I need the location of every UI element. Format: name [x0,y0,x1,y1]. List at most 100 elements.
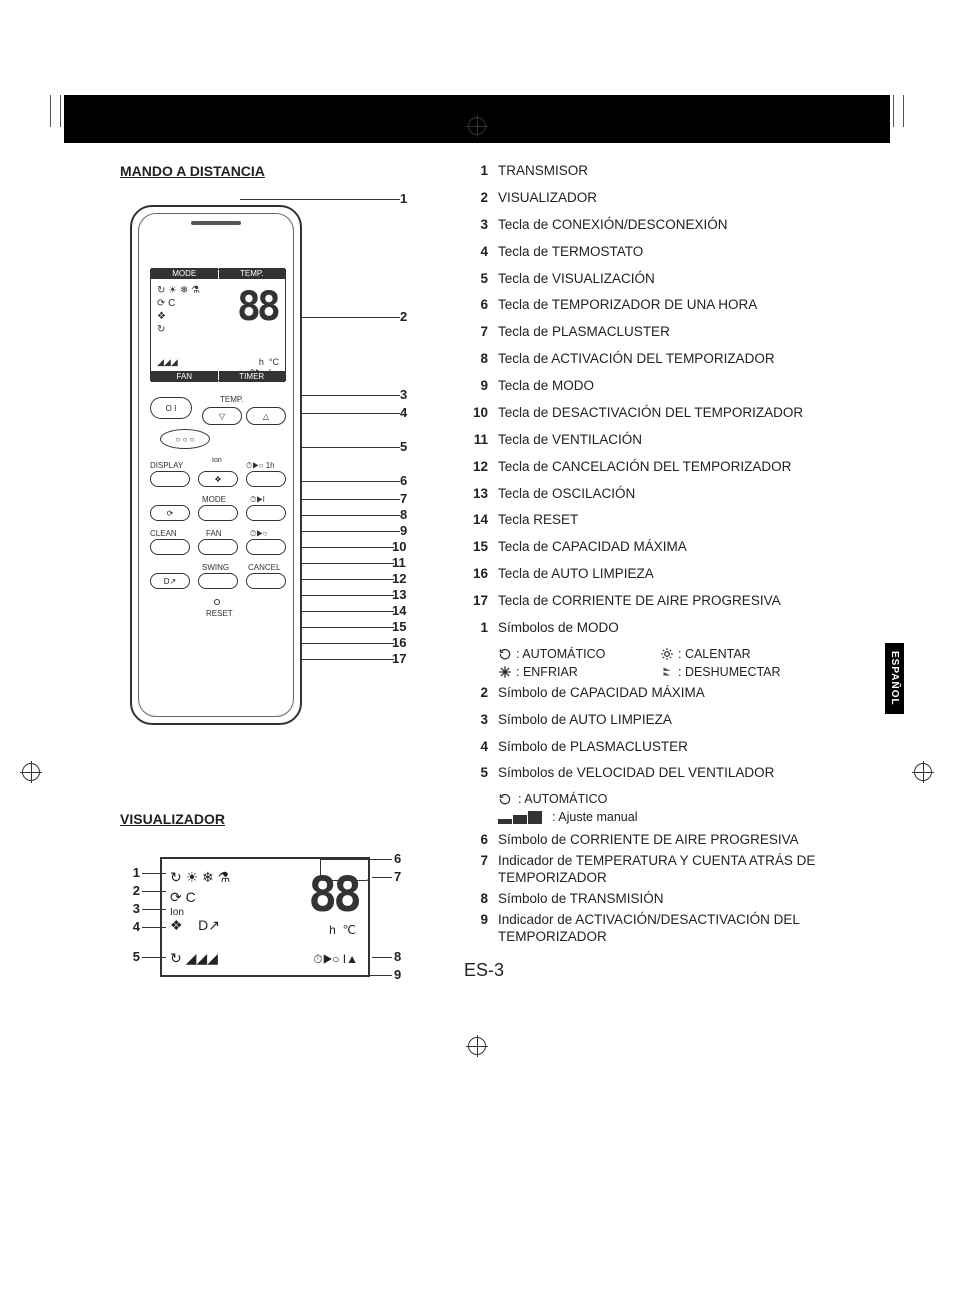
power-button: O I [150,397,192,419]
full-power-button: ○ ○ ○ [160,429,210,449]
callout-12: 12 [392,571,406,586]
legend-item: 15Tecla de CAPACIDAD MÁXIMA [464,539,890,556]
fan-button [198,539,238,555]
legend-item: 6Tecla de TEMPORIZADOR DE UNA HORA [464,297,890,314]
remote-diagram: 1 2 3 4 5 6 7 8 9 10 11 12 13 [120,191,410,781]
callout-13: 13 [392,587,406,602]
fan-auto-symbol: : AUTOMÁTICO [498,792,890,806]
ion-label: Ion [212,457,222,464]
cool-icon [498,665,512,679]
registration-mark-icon [22,763,40,781]
dry-icon [660,665,674,679]
display-diagram: 1 2 3 4 5 6 7 8 9 ↻ ☀ ❄ ⚗ ⟳ C Ion ❖ D↗ [120,847,410,1047]
display-legend-list: 1Símbolos de MODO [464,620,890,637]
legend-item: 7Indicador de TEMPERATURA Y CUENTA ATRÁS… [464,853,890,887]
mode-button [198,505,238,521]
fan-manual-symbol: : Ajuste manual [498,810,890,824]
registration-mark-icon [914,763,932,781]
legend-item: 1TRANSMISOR [464,163,890,180]
lcd-digits: 88 [237,284,277,330]
lcd-display: MODETEMP. ↻ ☀ ❄ ⚗⟳ C❖↻ 88 ◢◢◢h °C ⏱▶○ I▲… [150,269,286,381]
transmitter-icon [191,221,241,225]
d-callout-l5: 5 [120,949,140,964]
legend-item: 9Tecla de MODO [464,378,890,395]
timer-on-button [246,505,286,521]
callout-7: 7 [400,491,407,506]
callout-1: 1 [400,191,407,206]
d-callout-l3: 3 [120,901,140,916]
d-callout-l2: 2 [120,883,140,898]
legend-item: 2VISUALIZADOR [464,190,890,207]
legend-item: 11Tecla de VENTILACIÓN [464,432,890,449]
d-callout-l4: 4 [120,919,140,934]
display-section-title: VISUALIZADOR [120,811,410,827]
display-mode-icons: ↻ ☀ ❄ ⚗ [170,869,230,886]
legend-item: 7Tecla de PLASMACLUSTER [464,324,890,341]
callout-8: 8 [400,507,407,522]
clean-button [150,539,190,555]
legend-item: 6Símbolo de CORRIENTE DE AIRE PROGRESIVA [464,832,890,849]
display-button [150,471,190,487]
timer-off-label: ⏱▶○ [250,529,267,539]
legend-item: 10Tecla de DESACTIVACIÓN DEL TEMPORIZADO… [464,405,890,422]
registration-mark-icon [468,117,486,135]
legend-item: 16Tecla de AUTO LIMPIEZA [464,566,890,583]
legend-item: 9Indicador de ACTIVACIÓN/DESACTIVACIÓN D… [464,912,890,946]
callout-11: 11 [392,555,406,570]
remote-legend-list: 1TRANSMISOR 2VISUALIZADOR 3Tecla de CONEXI… [464,163,890,610]
swing-label: SWING [202,563,229,572]
legend-item: 5Tecla de VISUALIZACIÓN [464,271,890,288]
mode-label: MODE [202,495,226,504]
fan-step-icon [498,811,542,824]
legend-item: 8Tecla de ACTIVACIÓN DEL TEMPORIZADOR [464,351,890,368]
callout-15: 15 [392,619,406,634]
display-legend-mid: 2Símbolo de CAPACIDAD MÁXIMA 3Símbolo de … [464,685,890,783]
remote-section-title: MANDO A DISTANCIA [120,163,410,179]
legend-item: 4Símbolo de PLASMACLUSTER [464,739,890,756]
d-callout-r7: 7 [394,869,401,884]
callout-4: 4 [400,405,407,420]
auto-icon [498,792,512,806]
clean-label: CLEAN [150,529,177,538]
timer-on-label: ⏱▶I [250,495,265,505]
fan-speed-icon: ↻ ◢◢◢ [170,950,218,967]
legend-item: 17Tecla de CORRIENTE DE AIRE PROGRESIVA [464,593,890,610]
display-label: DISPLAY [150,461,183,470]
lcd-mode-icons: ↻ ☀ ❄ ⚗⟳ C❖↻ [157,284,200,336]
legend-item: 3Símbolo de AUTO LIMPIEZA [464,712,890,729]
legend-item: 12Tecla de CANCELACIÓN DEL TEMPORIZADOR [464,459,890,476]
legend-item: 2Símbolo de CAPACIDAD MÁXIMA [464,685,890,702]
legend-item: 3Tecla de CONEXIÓN/DESCONEXIÓN [464,217,890,234]
temp-up-button: ▽ [202,407,242,425]
language-tab: ESPAÑOL [885,643,904,714]
display-legend-tail: 6Símbolo de CORRIENTE DE AIRE PROGRESIVA… [464,832,890,945]
page-number: ES-3 [464,960,890,981]
auto-icon [498,647,512,661]
ion-button: ❖ [198,471,238,487]
reset-label: RESET [206,609,233,618]
callout-2: 2 [400,309,407,324]
callout-10: 10 [392,539,406,554]
callout-17: 17 [392,651,406,666]
heat-icon [660,647,674,661]
d-callout-l1: 1 [120,865,140,880]
d-callout-r6: 6 [394,851,401,866]
d-callout-r9: 9 [394,967,401,982]
airflow-button: ⟳ [150,505,190,521]
legend-item: 14Tecla RESET [464,512,890,529]
mode-symbols: : AUTOMÁTICO : CALENTAR : ENFRIAR : DESH… [498,647,890,679]
temp-label: TEMP. [220,395,243,404]
d-callout-r8: 8 [394,949,401,964]
legend-item: 13Tecla de OSCILACIÓN [464,486,890,503]
registration-mark-icon [468,1037,486,1055]
legend-item: 4Tecla de TERMOSTATO [464,244,890,261]
legend-item: 8Símbolo de TRANSMISIÓN [464,891,890,908]
reset-button [214,599,220,605]
temp-down-button: △ [246,407,286,425]
swing-button [198,573,238,589]
legend-item: 5Símbolos de VELOCIDAD DEL VENTILADOR [464,765,890,782]
oneh-label: ⏱▶○ 1h [246,461,275,471]
callout-3: 3 [400,387,407,402]
prog-airflow-button: D↗ [150,573,190,589]
fan-label: FAN [206,529,222,538]
